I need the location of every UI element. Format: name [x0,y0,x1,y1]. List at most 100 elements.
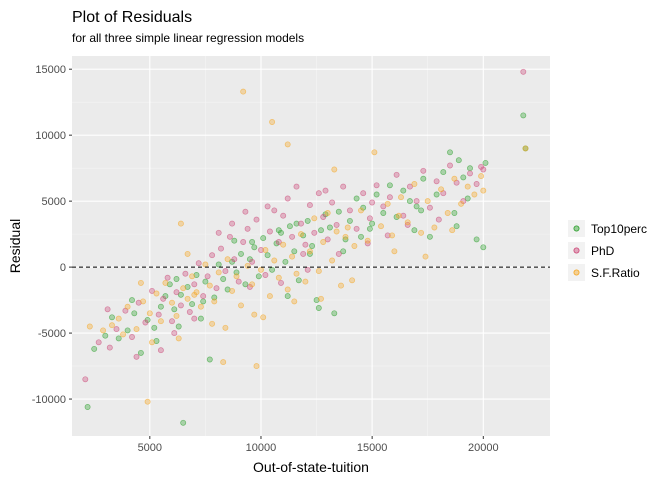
point-top10perc [346,217,353,224]
point-top10perc [380,210,387,216]
legend-marker-s-f-ratio [573,269,580,276]
chart-subtitle: for all three simple linear regression m… [72,31,304,45]
point-phd [333,221,340,228]
point-top10perc [482,159,489,166]
point-s-f-ratio [411,181,418,187]
point-s-f-ratio [109,322,115,329]
point-phd [360,190,367,197]
point-s-f-ratio [342,233,349,240]
point-s-f-ratio [197,303,204,310]
point-top10perc [180,419,187,426]
x-tick-label: 10000 [246,442,277,454]
point-s-f-ratio [244,262,251,269]
point-phd [315,190,322,197]
point-phd [298,220,304,227]
legend: Top10perc PhD S.F.Ratio [568,220,647,281]
point-top10perc [315,305,322,311]
point-phd [346,207,353,214]
point-top10perc [420,175,427,182]
point-top10perc [335,208,342,215]
x-axis-title: Out-of-state-tuition [253,459,369,475]
point-top10perc [251,244,258,251]
point-phd [222,268,229,275]
point-s-f-ratio [189,273,196,280]
x-tick-label: 20000 [468,442,499,454]
point-top10perc [102,332,109,339]
point-s-f-ratio [458,200,465,207]
point-phd [467,170,473,177]
point-top10perc [153,338,160,344]
point-s-f-ratio [184,250,191,257]
point-s-f-ratio [395,212,402,219]
point-s-f-ratio [404,219,411,226]
point-top10perc [418,207,425,214]
point-phd [447,162,453,169]
point-phd [242,208,249,215]
point-phd [160,295,167,302]
point-phd [306,202,313,209]
point-top10perc [411,227,418,234]
point-s-f-ratio [144,398,151,405]
point-top10perc [109,314,115,321]
point-top10perc [202,278,209,285]
point-top10perc [295,277,302,284]
point-phd [177,302,184,309]
point-phd [278,279,284,286]
point-s-f-ratio [251,311,258,318]
point-top10perc [282,258,289,265]
point-top10perc [304,217,311,224]
point-s-f-ratio [306,248,313,255]
y-tick-label: -10000 [32,394,66,406]
point-phd [157,347,164,354]
chart-title: Plot of Residuals [72,9,192,26]
point-phd [253,216,260,223]
point-s-f-ratio [451,175,458,182]
point-phd [311,229,318,236]
point-top10perc [358,233,364,240]
point-phd [104,306,111,313]
point-s-f-ratio [522,145,529,152]
point-phd [218,245,224,252]
point-top10perc [171,306,178,313]
point-phd [149,287,155,294]
point-s-f-ratio [291,298,298,305]
point-s-f-ratio [253,363,260,370]
point-phd [384,232,391,239]
point-top10perc [255,273,262,280]
point-s-f-ratio [215,269,222,276]
point-phd [335,250,342,257]
legend-label-phd: PhD [591,244,615,258]
point-s-f-ratio [115,315,122,322]
point-s-f-ratio [184,295,191,302]
legend-key-phd [568,242,585,259]
point-top10perc [433,191,440,198]
point-phd [213,285,220,292]
point-phd [142,319,149,326]
point-phd [249,258,256,265]
point-phd [369,199,376,206]
point-s-f-ratio [333,228,340,235]
point-top10perc [115,335,122,342]
point-phd [173,289,180,296]
point-phd [133,353,140,360]
point-phd [435,216,442,223]
point-top10perc [124,327,131,334]
point-phd [289,233,296,240]
y-tick-label: 15000 [35,64,66,76]
point-s-f-ratio [191,291,198,298]
point-top10perc [200,298,207,305]
point-phd [195,260,202,267]
point-top10perc [284,293,291,300]
point-top10perc [464,195,471,202]
point-s-f-ratio [389,232,396,239]
point-top10perc [224,286,231,293]
point-phd [320,214,327,220]
point-phd [302,241,309,248]
point-s-f-ratio [269,119,276,125]
point-s-f-ratio [422,253,429,260]
point-top10perc [340,248,347,255]
y-tick-label: 0 [60,262,66,274]
point-top10perc [455,157,462,164]
point-s-f-ratio [86,323,93,330]
